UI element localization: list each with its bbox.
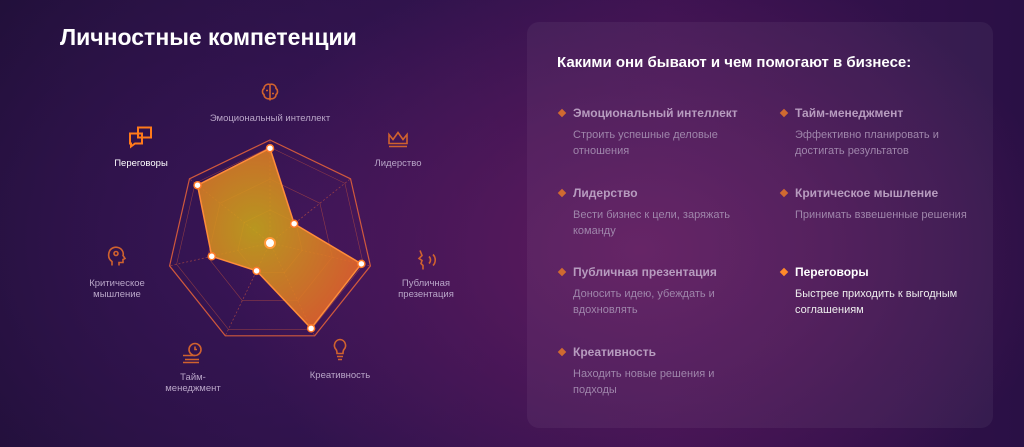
- clock-hand-icon[interactable]: [181, 342, 205, 369]
- page-title: Личностные компетенции: [60, 24, 357, 50]
- item-desc: Строить успешные деловые отношения: [573, 129, 718, 157]
- item-title: Переговоры: [779, 265, 979, 279]
- axis-label-critical-thinking[interactable]: Критическое мышление: [89, 278, 145, 300]
- radar-chart: [168, 139, 372, 337]
- axis-label-emotional-intellect[interactable]: Эмоциональный интеллект: [209, 113, 331, 124]
- item-negotiations[interactable]: Переговоры Быстрее приходить к выгодным с…: [779, 265, 979, 318]
- item-title: Критическое мышление: [779, 186, 979, 200]
- item-critical-thinking[interactable]: Критическое мышление Принимать взвешенные…: [779, 186, 979, 224]
- axis-label-creativity[interactable]: Креативность: [309, 370, 371, 381]
- item-public-presentation[interactable]: Публичная презентация Доносить идею, убеж…: [557, 265, 757, 318]
- item-desc: Быстрее приходить к выгодным соглашениям: [795, 288, 958, 316]
- panel-title: Какими они бывают и чем помогают в бизне…: [557, 54, 912, 71]
- data-point: [265, 143, 275, 153]
- center-point: [264, 237, 276, 249]
- speaking-head-icon[interactable]: [414, 249, 438, 276]
- info-panel: Какими они бывают и чем помогают в бизне…: [527, 22, 993, 428]
- data-point: [306, 324, 316, 333]
- data-point: [207, 252, 217, 261]
- axis-label-leadership[interactable]: Лидерство: [374, 158, 422, 169]
- item-title: Эмоциональный интеллект: [557, 106, 757, 120]
- head-gear-icon[interactable]: [106, 244, 128, 273]
- item-title: Креативность: [557, 345, 757, 359]
- item-leadership[interactable]: Лидерство Вести бизнес к цели, заряжать к…: [557, 186, 757, 239]
- item-time-management[interactable]: Тайм-менеджмент Эффективно планировать и …: [779, 106, 979, 159]
- item-title: Тайм-менеджмент: [779, 106, 979, 120]
- item-title: Публичная презентация: [557, 265, 757, 279]
- axis-label-public-presentation[interactable]: Публичная презентация: [398, 278, 454, 300]
- item-emotional-intellect[interactable]: Эмоциональный интеллект Строить успешные …: [557, 106, 757, 159]
- brain-icon[interactable]: [259, 82, 281, 109]
- item-title: Лидерство: [557, 186, 757, 200]
- data-point: [193, 180, 202, 190]
- item-desc: Доносить идею, убеждать и вдохновлять: [573, 288, 715, 316]
- item-creativity[interactable]: Креативность Находить новые решения и под…: [557, 345, 757, 398]
- axis-label-time-management[interactable]: Тайм-менеджмент: [165, 372, 221, 394]
- data-point: [289, 219, 299, 228]
- axis-label-negotiations[interactable]: Переговоры: [114, 158, 168, 169]
- data-area: [196, 147, 363, 330]
- grid-ring: [176, 146, 364, 330]
- lightbulb-icon[interactable]: [331, 338, 349, 367]
- data-point: [357, 259, 366, 269]
- item-desc: Эффективно планировать и достигать резул…: [795, 129, 939, 157]
- crown-icon[interactable]: [386, 130, 410, 155]
- item-desc: Вести бизнес к цели, заряжать команду: [573, 209, 731, 237]
- data-point: [252, 266, 261, 276]
- chat-bubbles-icon[interactable]: [128, 126, 154, 155]
- grid-ring: [168, 139, 372, 337]
- item-desc: Находить новые решения и подходы: [573, 368, 715, 396]
- item-desc: Принимать взвешенные решения: [795, 209, 967, 221]
